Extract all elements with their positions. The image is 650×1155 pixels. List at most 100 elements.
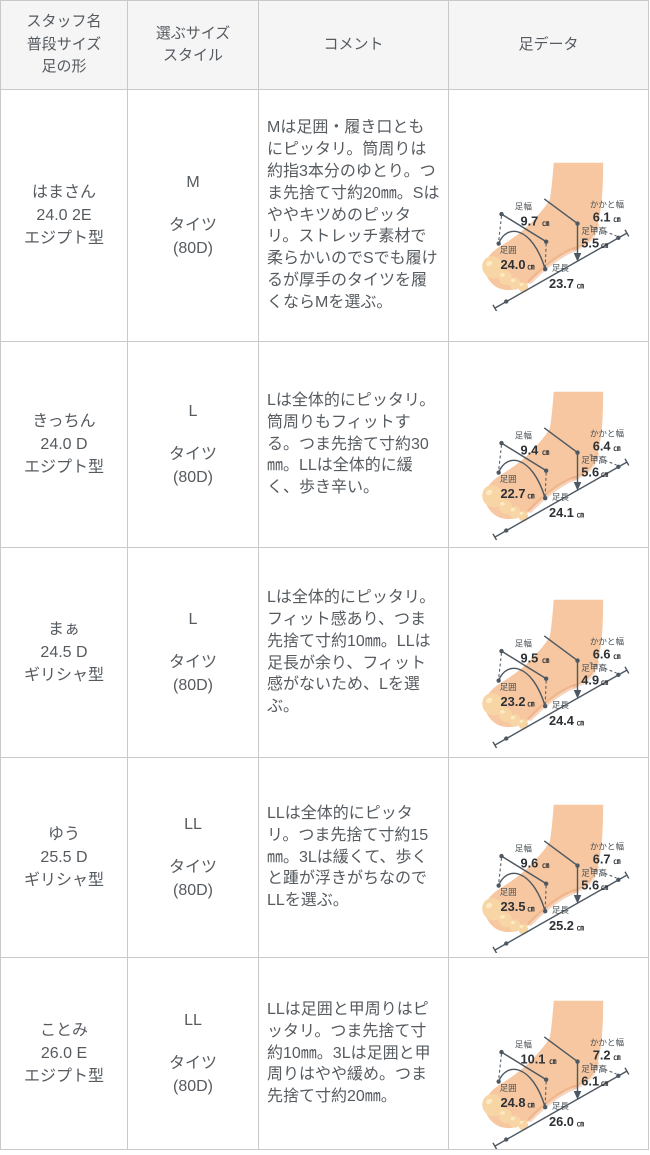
heel-width-value: 6.4 ㎝ [592,438,621,453]
instep-height-label: 足甲高 [581,1063,607,1074]
header-staff-line: 普段サイズ [26,35,102,53]
staff-name: きっちん [32,412,96,430]
measurement-lines [491,1035,629,1149]
header-staff: スタッフ名 普段サイズ 足の形 [1,1,128,89]
table-row: きっちん 24.0 D エジプト型 L タイツ (80D) Lは全体的にピッタリ… [1,342,648,548]
header-staff-line: 足の形 [41,58,87,76]
comment-text: LLは足囲と甲周りはピッタリ。つま先捨て寸約10㎜。3Lは足囲と甲周りはやや緩め… [267,1000,431,1106]
foot-length-label: 足長 [551,1101,569,1111]
chosen-size-cell: M タイツ (80D) [128,90,259,341]
staff-cell: ゆう 25.5 D ギリシャ型 [1,758,128,957]
foot-width-value: 9.7 ㎝ [520,213,550,228]
measurement-labels: 足幅 9.6 ㎝ 足囲 23.5 ㎝ 足長 25.2 ㎝ 足甲高 5.6 ㎝ かかと幅 … [499,840,624,933]
header-comment: コメント [259,1,449,89]
foot-width-value: 10.1 ㎝ [520,1051,557,1066]
foot-length-label: 足長 [551,905,569,915]
instep-height-label: 足甲高 [581,454,607,465]
chosen-size: L [188,610,198,628]
comment-cell: LLは全体的にピッタリ。つま先捨て寸約15㎜。3Lは緩くて、歩くと踵が浮きがちな… [259,758,449,957]
header-staff-line: スタッフ名 [26,13,102,31]
style-denier: (80D) [172,469,213,487]
foot-width-label: 足幅 [514,200,532,211]
style-name: タイツ [168,445,217,463]
foot-data-cell: 足幅 9.5 ㎝ 足囲 23.2 ㎝ 足長 24.4 ㎝ 足甲高 4.9 ㎝ かかと幅 … [449,548,648,757]
instep-height-value: 6.1 ㎝ [581,1073,609,1088]
style-denier: (80D) [172,1078,213,1096]
measurement-labels: 足幅 9.4 ㎝ 足囲 22.7 ㎝ 足長 24.1 ㎝ 足甲高 5.6 ㎝ かかと幅 … [499,427,624,520]
header-chosen-size: 選ぶサイズ スタイル [128,1,259,89]
foot-length-label: 足長 [551,492,569,502]
table-row: ことみ 26.0 E エジプト型 LL タイツ (80D) LLは足囲と甲周りは… [1,958,648,1149]
style-name: タイツ [168,653,217,671]
comment-cell: Lは全体的にピッタリ。フィット感あり、つま先捨て寸約10㎜。LLは足長が余り、フ… [259,548,449,757]
instep-height-value: 4.9 ㎝ [581,672,609,687]
foot-illustration [481,804,603,934]
staff-foot-shape: エジプト型 [23,230,104,248]
foot-data-cell: 足幅 9.4 ㎝ 足囲 22.7 ㎝ 足長 24.1 ㎝ 足甲高 5.6 ㎝ かかと幅 … [449,342,648,547]
staff-foot-shape: エジプト型 [23,1068,104,1086]
staff-name: ことみ [39,1021,88,1039]
foot-measurement-diagram: 足幅 9.6 ㎝ 足囲 23.5 ㎝ 足長 25.2 ㎝ 足甲高 5.6 ㎝ かかと幅 … [481,804,629,953]
foot-data-cell: 足幅 9.7 ㎝ 足囲 24.0 ㎝ 足長 23.7 ㎝ 足甲高 5.5 ㎝ かかと幅 … [449,90,648,341]
table-row: ゆう 25.5 D ギリシャ型 LL タイツ (80D) LLは全体的にピッタリ… [1,758,648,958]
heel-width-value: 6.7 ㎝ [592,851,621,866]
staff-usual-size: 24.0 2E [36,206,92,224]
measurement-labels: 足幅 9.7 ㎝ 足囲 24.0 ㎝ 足長 23.7 ㎝ 足甲高 5.5 ㎝ かかと幅 … [499,198,624,291]
staff-foot-shape: ギリシャ型 [23,872,104,890]
comment-text: Lは全体的にピッタリ。筒周りもフィットする。つま先捨て寸約30㎜。LLは全体的に… [267,391,436,497]
heel-width-value: 7.2 ㎝ [592,1047,621,1062]
foot-illustration [481,599,603,729]
heel-width-label: かかと幅 [589,427,624,438]
chosen-size-cell: LL タイツ (80D) [128,758,259,957]
staff-cell: まぁ 24.5 D ギリシャ型 [1,548,128,757]
heel-width-label: かかと幅 [589,1036,624,1047]
comment-text: Mは足囲・履き口ともにピッタリ。筒周りは約指3本分のゆとり。つま先捨て寸約20㎜… [267,118,440,312]
staff-usual-size: 25.5 D [40,848,88,866]
foot-illustration [481,391,603,521]
staff-name: まぁ [47,620,80,638]
staff-cell: ことみ 26.0 E エジプト型 [1,958,128,1149]
foot-girth-value: 22.7 ㎝ [500,486,535,501]
heel-width-label: かかと幅 [589,198,624,209]
heel-width-label: かかと幅 [589,840,624,851]
instep-height-label: 足甲高 [581,867,607,878]
foot-width-value: 9.6 ㎝ [520,855,550,870]
foot-measurement-diagram: 足幅 10.1 ㎝ 足囲 24.8 ㎝ 足長 26.0 ㎝ 足甲高 6.1 ㎝ かかと幅… [481,1000,629,1149]
foot-girth-value: 24.8 ㎝ [500,1095,535,1110]
foot-girth-value: 23.2 ㎝ [500,694,535,709]
measurement-lines [491,197,629,311]
foot-measurement-diagram: 足幅 9.7 ㎝ 足囲 24.0 ㎝ 足長 23.7 ㎝ 足甲高 5.5 ㎝ かかと幅 … [481,162,629,311]
staff-name: はまさん [31,183,96,201]
foot-length-value: 24.4 ㎝ [549,713,585,728]
style-denier: (80D) [172,240,213,258]
foot-illustration [481,162,603,292]
foot-length-value: 25.2 ㎝ [549,918,585,933]
table-row: はまさん 24.0 2E エジプト型 M タイツ (80D) Mは足囲・履き口と… [1,90,648,342]
chosen-size-cell: L タイツ (80D) [128,342,259,547]
foot-girth-label: 足囲 [499,682,516,692]
staff-cell: はまさん 24.0 2E エジプト型 [1,90,128,341]
foot-girth-label: 足囲 [499,245,516,255]
foot-length-value: 23.7 ㎝ [549,276,585,291]
chosen-size: LL [184,1011,202,1029]
style-name: タイツ [168,1054,217,1072]
chosen-size-cell: LL タイツ (80D) [128,958,259,1149]
header-size-line: スタイル [162,47,223,64]
foot-girth-value: 23.5 ㎝ [500,899,535,914]
style-name: タイツ [168,858,217,876]
table-body: はまさん 24.0 2E エジプト型 M タイツ (80D) Mは足囲・履き口と… [1,90,648,1149]
foot-length-label: 足長 [551,700,569,710]
heel-width-value: 6.6 ㎝ [592,646,621,661]
comment-cell: LLは足囲と甲周りはピッタリ。つま先捨て寸約10㎜。3Lは足囲と甲周りはやや緩め… [259,958,449,1149]
table-header-row: スタッフ名 普段サイズ 足の形 選ぶサイズ スタイル コメント 足データ [1,1,648,90]
chosen-size: L [188,402,198,420]
foot-girth-label: 足囲 [499,474,516,484]
foot-width-value: 9.5 ㎝ [520,650,550,665]
instep-height-value: 5.6 ㎝ [581,877,609,892]
foot-measurement-diagram: 足幅 9.5 ㎝ 足囲 23.2 ㎝ 足長 24.4 ㎝ 足甲高 4.9 ㎝ かかと幅 … [481,599,629,748]
measurement-lines [491,426,629,540]
foot-width-label: 足幅 [514,842,532,853]
foot-width-label: 足幅 [514,429,532,440]
staff-foot-shape: ギリシャ型 [23,667,104,685]
comment-text: LLは全体的にピッタリ。つま先捨て寸約15㎜。3Lは緩くて、歩くと踵が浮きがちな… [267,804,429,910]
